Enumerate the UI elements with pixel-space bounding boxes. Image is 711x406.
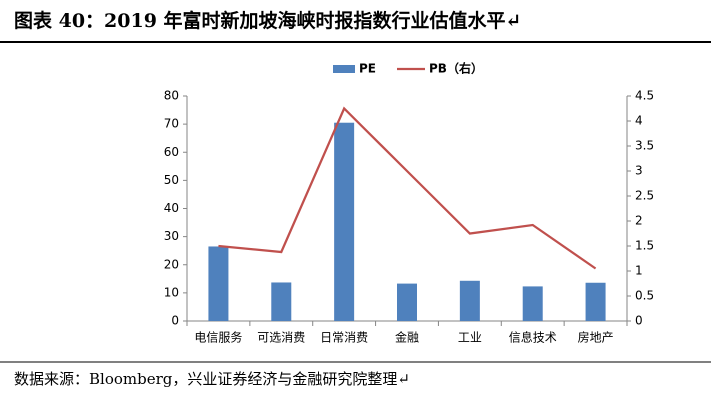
x-tick-label: 电信服务 <box>194 330 242 345</box>
y2-tick-label: 3.5 <box>635 139 654 153</box>
y-tick-label: 70 <box>164 117 179 131</box>
x-tick-label: 金融 <box>395 330 419 345</box>
x-tick-label: 信息技术 <box>509 330 557 345</box>
bar <box>271 282 292 321</box>
y-tick-label: 30 <box>164 229 179 243</box>
x-tick-label: 日常消费 <box>320 331 368 345</box>
y2-tick-label: 0.5 <box>635 289 654 303</box>
x-tick-label: 可选消费 <box>257 331 305 345</box>
y-tick-label: 80 <box>164 89 179 103</box>
y2-tick-label: 2.5 <box>635 189 654 203</box>
y-tick-label: 0 <box>171 314 179 328</box>
bar <box>334 122 355 321</box>
bar <box>208 246 229 321</box>
y2-tick-label: 4.5 <box>635 89 654 103</box>
y2-tick-label: 0 <box>635 314 643 328</box>
y-tick-label: 10 <box>164 285 179 299</box>
y-tick-label: 60 <box>164 145 179 159</box>
y2-tick-label: 4 <box>635 114 643 128</box>
y2-tick-label: 1 <box>635 264 643 278</box>
y-tick-label: 50 <box>164 173 179 187</box>
y-tick-label: 20 <box>164 257 179 271</box>
bar <box>459 280 480 321</box>
line <box>218 106 597 270</box>
legend-label: PE <box>359 62 376 76</box>
legend-swatch <box>333 65 355 73</box>
title: 图表 40：2019 年富时新加坡海峡时报指数行业估值水平↵ <box>14 9 521 32</box>
bar <box>585 282 606 321</box>
x-tick-label: 工业 <box>458 331 482 345</box>
bar <box>397 283 417 321</box>
y-tick-label: 40 <box>164 201 179 215</box>
source: 数据来源：Bloomberg，兴业证券经济与金融研究院整理↵ <box>14 370 410 388</box>
legend-label: PB（右） <box>429 61 483 76</box>
bar <box>522 286 543 321</box>
y2-tick-label: 2 <box>635 214 643 228</box>
y2-tick-label: 1.5 <box>635 239 654 253</box>
y2-tick-label: 3 <box>635 164 643 178</box>
x-tick-label: 房地产 <box>578 330 614 345</box>
